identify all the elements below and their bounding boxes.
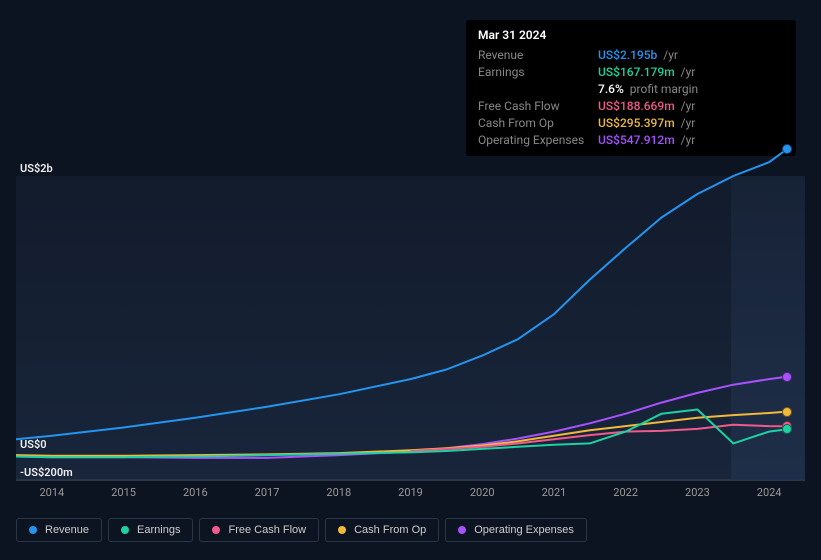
- marker-revenue: [782, 144, 792, 154]
- marker-operating_expenses: [782, 372, 792, 382]
- marker-cash_from_op: [782, 407, 792, 417]
- series-revenue: [16, 149, 787, 439]
- series-operating_expenses: [16, 377, 787, 458]
- marker-earnings: [782, 424, 792, 434]
- chart-lines: [0, 0, 821, 560]
- series-cash_from_op: [16, 412, 787, 456]
- financial-history-chart: US$2bUS$0-US$200m 2014201520162017201820…: [0, 0, 821, 560]
